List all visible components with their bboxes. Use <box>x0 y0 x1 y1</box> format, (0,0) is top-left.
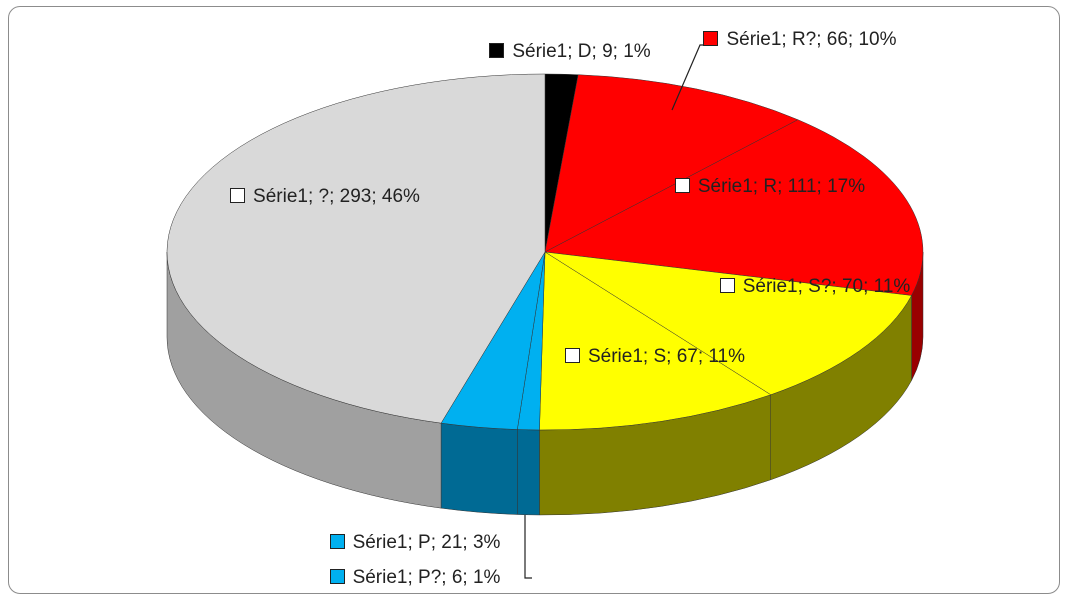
slice <box>539 251 772 431</box>
legend-key <box>489 43 505 58</box>
data-label: Série1; ?; 293; 46% <box>205 182 445 212</box>
slice-side <box>517 429 540 516</box>
slice <box>544 119 924 296</box>
data-label: Série1; D; 9; 1% <box>450 37 690 67</box>
data-label: Série1; R?; 66; 10% <box>695 25 905 55</box>
data-label-text: Série1; ?; 293; 46% <box>253 186 420 207</box>
legend-key <box>703 31 719 46</box>
data-label-text: Série1; D; 9; 1% <box>512 41 651 62</box>
data-label-text: Série1; S; 67; 11% <box>587 346 746 367</box>
slice <box>544 74 799 253</box>
data-label: Série1; P; 21; 3% <box>285 528 545 558</box>
slice-side <box>440 422 518 515</box>
legend-key <box>719 278 735 293</box>
data-label: Série1; P?; 6; 1% <box>285 563 545 593</box>
data-label-text: Série1; R; 111; 17% <box>697 176 866 197</box>
data-label: Série1; R; 111; 17% <box>665 172 875 202</box>
slice <box>544 251 912 396</box>
legend-key <box>564 348 580 363</box>
data-label: Série1; S; 67; 11% <box>555 342 755 372</box>
data-label-text: Série1; P?; 6; 1% <box>352 567 501 588</box>
slice <box>166 73 546 424</box>
data-label-text: Série1; S?; 70; 11% <box>742 276 911 297</box>
legend-key <box>329 534 345 549</box>
chart-border <box>8 6 1060 594</box>
data-label: Série1; S?; 70; 11% <box>700 272 930 302</box>
data-label-text: Série1; P; 21; 3% <box>352 532 501 553</box>
legend-key <box>329 569 345 584</box>
legend-key <box>674 178 690 193</box>
leader-line <box>524 515 532 579</box>
legend-key <box>230 188 246 203</box>
data-label-text: Série1; R?; 66; 10% <box>726 29 897 50</box>
